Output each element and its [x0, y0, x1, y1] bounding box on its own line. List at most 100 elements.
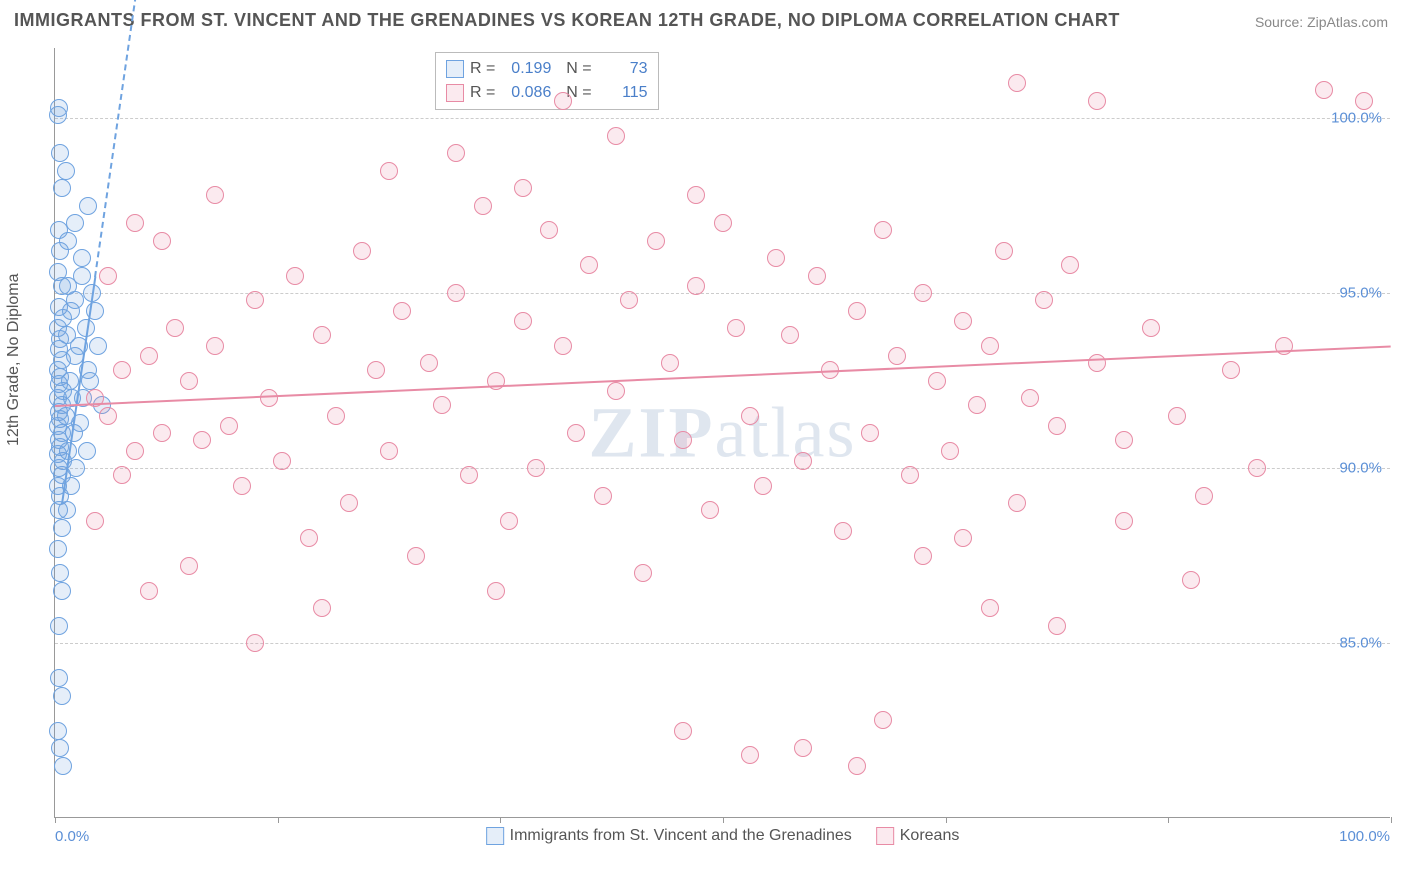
stat-r-val-1: 0.199 — [501, 57, 551, 81]
data-point — [687, 277, 705, 295]
data-point — [327, 407, 345, 425]
data-point — [180, 557, 198, 575]
y-tick-label: 85.0% — [1339, 635, 1382, 652]
data-point — [126, 214, 144, 232]
y-axis-title: 12th Grade, No Diploma — [5, 273, 23, 446]
data-point — [407, 547, 425, 565]
data-point — [554, 92, 572, 110]
data-point — [995, 242, 1013, 260]
data-point — [794, 739, 812, 757]
data-point — [246, 291, 264, 309]
data-point — [941, 442, 959, 460]
x-tick — [1168, 817, 1169, 823]
data-point — [874, 221, 892, 239]
x-tick — [500, 817, 501, 823]
data-point — [1248, 459, 1266, 477]
data-point — [527, 459, 545, 477]
data-point — [861, 424, 879, 442]
data-point — [79, 197, 97, 215]
legend-item-1: Immigrants from St. Vincent and the Gren… — [486, 827, 852, 845]
data-point — [53, 687, 71, 705]
data-point — [99, 407, 117, 425]
legend-swatch-1 — [486, 827, 504, 845]
data-point — [1315, 81, 1333, 99]
data-point — [968, 396, 986, 414]
data-point — [50, 617, 68, 635]
data-point — [540, 221, 558, 239]
data-point — [567, 424, 585, 442]
data-point — [246, 634, 264, 652]
data-point — [1021, 389, 1039, 407]
y-tick-label: 100.0% — [1331, 110, 1382, 127]
data-point — [260, 389, 278, 407]
data-point — [51, 739, 69, 757]
data-point — [380, 162, 398, 180]
x-tick — [946, 817, 947, 823]
data-point — [1088, 92, 1106, 110]
data-point — [701, 501, 719, 519]
gridline — [55, 118, 1390, 119]
data-point — [620, 291, 638, 309]
data-point — [1115, 431, 1133, 449]
data-point — [53, 179, 71, 197]
data-point — [848, 757, 866, 775]
data-point — [166, 319, 184, 337]
data-point — [901, 466, 919, 484]
stat-r-label: R = — [470, 57, 495, 81]
data-point — [1008, 494, 1026, 512]
data-point — [514, 179, 532, 197]
data-point — [1142, 319, 1160, 337]
legend-item-2: Koreans — [876, 827, 960, 845]
data-point — [808, 267, 826, 285]
y-tick-label: 90.0% — [1339, 460, 1382, 477]
data-point — [1182, 571, 1200, 589]
data-point — [193, 431, 211, 449]
watermark-zip: ZIP — [589, 392, 715, 472]
stat-n-label: N = — [557, 57, 591, 81]
swatch-series-2 — [446, 84, 464, 102]
data-point — [1355, 92, 1373, 110]
x-tick — [55, 817, 56, 823]
data-point — [89, 337, 107, 355]
data-point — [447, 284, 465, 302]
trend-line — [55, 346, 1391, 407]
data-point — [180, 372, 198, 390]
data-point — [420, 354, 438, 372]
data-point — [674, 722, 692, 740]
data-point — [1195, 487, 1213, 505]
data-point — [460, 466, 478, 484]
stat-n-val-1: 73 — [598, 57, 648, 81]
data-point — [727, 319, 745, 337]
stats-legend-box: R = 0.199 N = 73 R = 0.086 N = 115 — [435, 52, 659, 110]
data-point — [59, 232, 77, 250]
data-point — [126, 442, 144, 460]
data-point — [554, 337, 572, 355]
data-point — [67, 459, 85, 477]
x-tick — [723, 817, 724, 823]
data-point — [153, 424, 171, 442]
data-point — [848, 302, 866, 320]
data-point — [367, 361, 385, 379]
data-point — [1115, 512, 1133, 530]
data-point — [914, 284, 932, 302]
legend-swatch-2 — [876, 827, 894, 845]
data-point — [928, 372, 946, 390]
swatch-series-1 — [446, 60, 464, 78]
data-point — [500, 512, 518, 530]
data-point — [474, 197, 492, 215]
data-point — [834, 522, 852, 540]
data-point — [954, 312, 972, 330]
legend-label-2: Koreans — [900, 827, 960, 845]
plot-area: ZIPatlas R = 0.199 N = 73 R = 0.086 N = … — [54, 48, 1390, 818]
data-point — [54, 757, 72, 775]
data-point — [66, 214, 84, 232]
data-point — [220, 417, 238, 435]
data-point — [51, 144, 69, 162]
stat-n-val-2: 115 — [598, 81, 648, 105]
data-point — [353, 242, 371, 260]
data-point — [99, 267, 117, 285]
data-point — [61, 372, 79, 390]
data-point — [1222, 361, 1240, 379]
data-point — [113, 361, 131, 379]
data-point — [140, 582, 158, 600]
